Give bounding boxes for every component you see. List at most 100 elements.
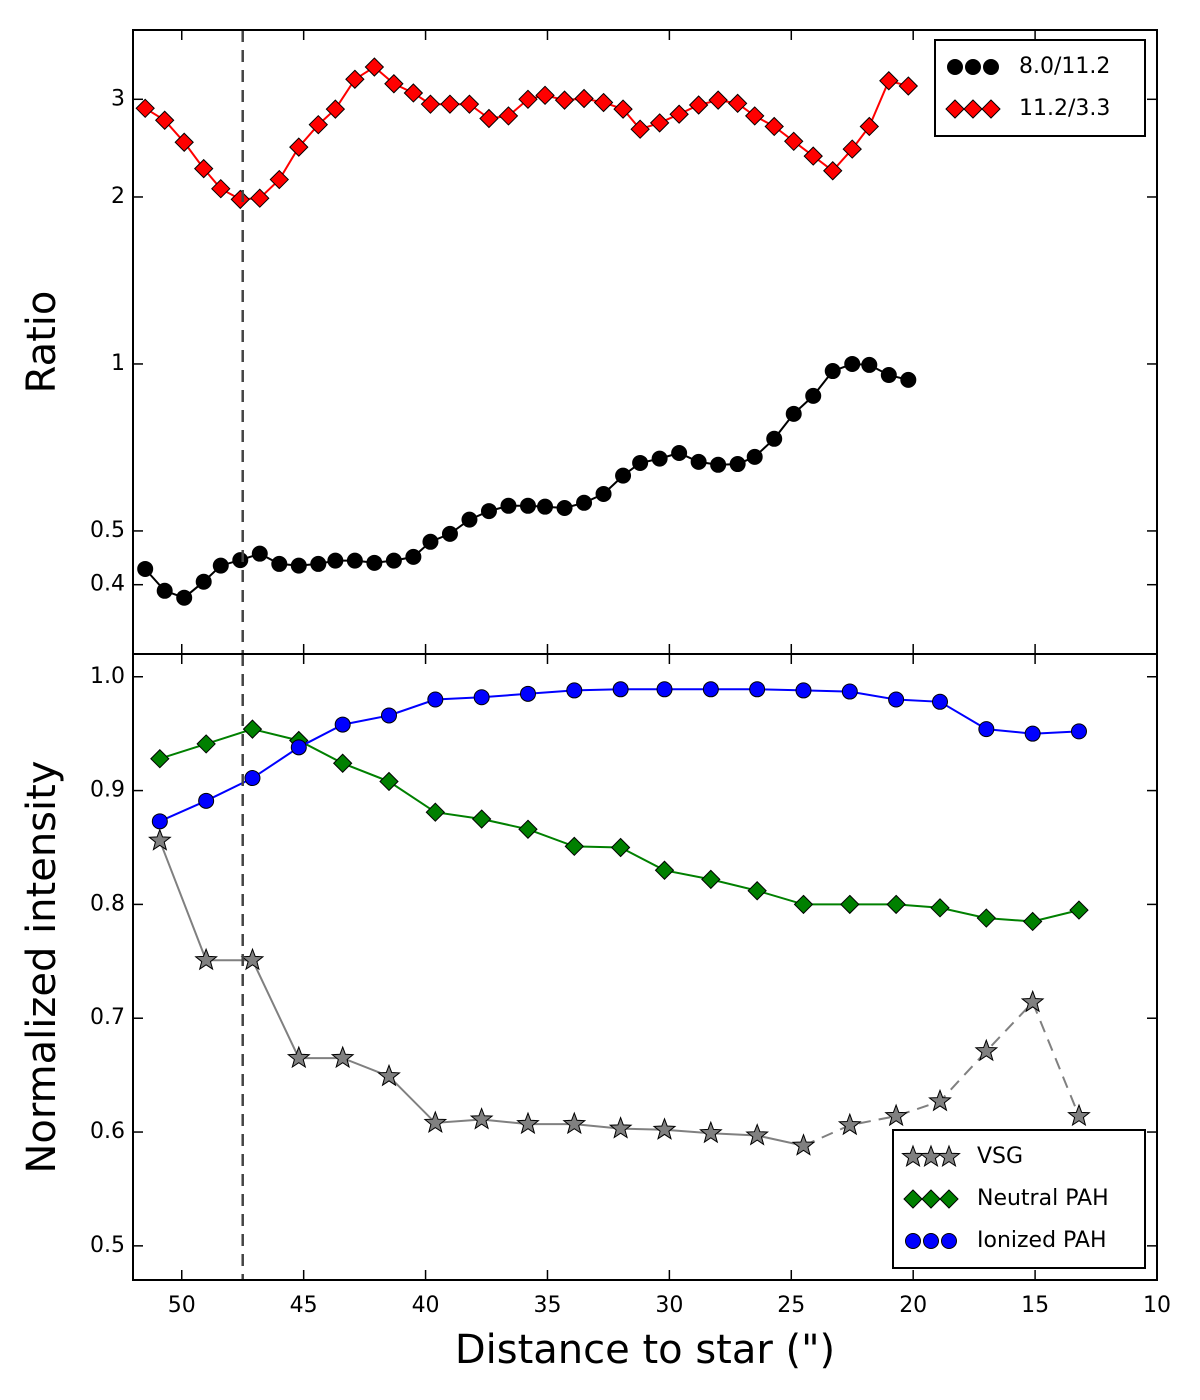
marker: [699, 1120, 723, 1144]
marker: [729, 456, 746, 473]
marker: [941, 1233, 957, 1249]
marker: [615, 467, 632, 484]
marker: [150, 749, 170, 769]
marker: [608, 1116, 633, 1139]
marker: [795, 682, 812, 699]
marker: [332, 753, 353, 773]
marker: [154, 110, 175, 130]
marker: [803, 146, 823, 166]
y-axis-label: Ratio: [19, 291, 65, 394]
marker: [289, 137, 309, 157]
panel: 0.4 0.5 1 2 3 Ratio 8.0/11.2 11.2/3.3: [19, 29, 1158, 655]
marker: [232, 552, 249, 569]
y-tick-label: 0.4: [90, 572, 125, 597]
legend-label: VSG: [977, 1144, 1023, 1169]
marker: [727, 93, 748, 114]
legend-label: Neutral PAH: [977, 1186, 1109, 1211]
marker: [537, 498, 554, 515]
marker: [405, 548, 422, 565]
marker: [377, 1063, 401, 1087]
marker: [156, 582, 173, 599]
marker: [595, 485, 612, 502]
marker: [886, 894, 906, 915]
marker: [612, 681, 629, 698]
marker: [286, 1045, 311, 1069]
marker: [793, 894, 814, 915]
marker: [384, 74, 404, 94]
marker: [364, 57, 385, 77]
marker: [308, 114, 329, 135]
marker: [976, 908, 997, 928]
marker: [669, 104, 689, 124]
marker: [613, 99, 633, 119]
marker: [844, 355, 861, 372]
marker: [176, 589, 193, 606]
marker: [518, 819, 538, 839]
x-axis-label: Distance to star ("): [455, 1327, 835, 1373]
marker: [766, 430, 783, 447]
x-tick-label: 30: [655, 1293, 683, 1318]
marker: [861, 356, 878, 373]
marker: [137, 560, 154, 577]
marker: [230, 189, 250, 210]
y-tick-label: 1.0: [90, 664, 125, 689]
marker: [269, 169, 289, 190]
marker: [194, 947, 218, 971]
marker: [610, 837, 631, 858]
marker: [251, 545, 268, 562]
marker: [974, 1038, 999, 1062]
marker: [423, 1110, 448, 1133]
marker: [978, 721, 995, 738]
x-tick-label: 20: [899, 1293, 927, 1318]
marker: [649, 113, 670, 133]
marker: [764, 116, 784, 137]
marker: [981, 99, 1001, 119]
legend: 8.0/11.2 11.2/3.3: [934, 39, 1146, 137]
marker: [1020, 989, 1045, 1013]
marker: [519, 685, 536, 702]
marker: [554, 90, 575, 110]
marker: [805, 387, 822, 404]
marker: [923, 1233, 939, 1249]
marker: [785, 405, 802, 422]
marker: [708, 90, 728, 110]
marker: [745, 1123, 769, 1146]
marker: [469, 1107, 494, 1130]
marker: [500, 497, 517, 514]
marker: [690, 453, 707, 470]
marker: [212, 557, 229, 574]
y-tick-label: 0.6: [90, 1119, 125, 1144]
x-tick-label: 45: [290, 1293, 318, 1318]
marker: [422, 533, 439, 550]
marker: [519, 497, 536, 514]
x-tick-label: 25: [777, 1293, 805, 1318]
marker: [366, 554, 383, 571]
marker: [381, 707, 397, 724]
marker: [330, 1045, 355, 1069]
marker: [884, 1103, 908, 1127]
marker: [898, 76, 919, 96]
marker: [879, 71, 899, 91]
y-tick-label: 0.9: [90, 778, 125, 803]
y-tick-label: 0.5: [90, 1233, 125, 1258]
legend-label: Ionized PAH: [977, 1228, 1107, 1253]
marker: [148, 828, 172, 851]
marker: [290, 557, 307, 574]
marker: [345, 69, 365, 89]
marker: [841, 683, 858, 700]
marker: [1069, 900, 1089, 920]
marker: [745, 106, 765, 126]
marker: [574, 88, 594, 109]
series-line: [158, 840, 804, 1147]
marker: [576, 494, 593, 511]
x-tick-label: 40: [412, 1293, 440, 1318]
marker: [593, 92, 614, 113]
marker: [473, 689, 490, 706]
panel: 50 45 40 35 30 25 20 15 10 0.5 0.6 0.7 0.8 0.9 1.0 Norm…: [19, 653, 1171, 1373]
axes-frame: [132, 653, 1158, 1281]
marker: [498, 106, 519, 126]
y-axis-label: Normalized intensity: [19, 761, 65, 1174]
marker: [900, 371, 917, 388]
marker: [784, 131, 804, 152]
